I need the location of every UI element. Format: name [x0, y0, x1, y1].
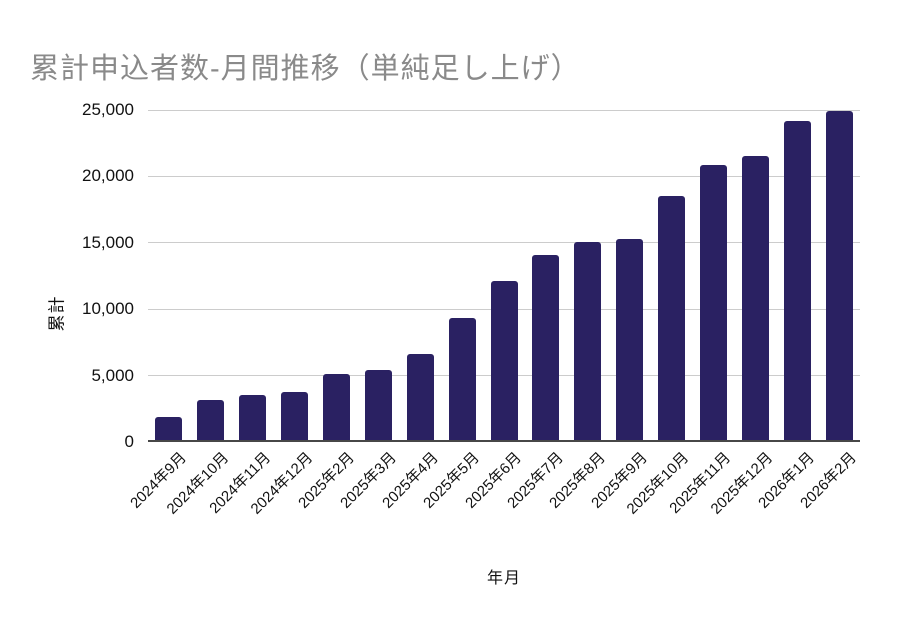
bar [825, 110, 853, 440]
bar [574, 242, 602, 440]
gridline [148, 109, 860, 111]
y-tick-label: 25,000 [82, 100, 134, 119]
y-tick-label: 10,000 [82, 299, 134, 319]
bar [783, 121, 811, 440]
bar [281, 392, 309, 440]
x-axis-tick-labels: 2024年9月 2024年10月 2024年11月 2024年12月 2025年2月 20… [127, 447, 860, 557]
bar [322, 373, 350, 440]
bar [155, 417, 183, 440]
bar [741, 155, 769, 440]
bar [364, 369, 392, 440]
bar [490, 280, 518, 440]
x-axis-title: 年月 [486, 570, 521, 587]
y-tick-label: 20,000 [82, 166, 134, 186]
plot-area [148, 109, 860, 442]
bar [197, 400, 225, 440]
bar [448, 317, 476, 440]
bar [699, 165, 727, 440]
bar [239, 394, 267, 440]
y-tick-label: 5,000 [91, 365, 134, 385]
gridline [148, 175, 860, 177]
y-tick-label: 15,000 [82, 232, 134, 252]
y-axis-tick-labels: 0 5,000 10,000 15,000 20,000 25,000 [0, 100, 140, 451]
bar [406, 353, 434, 440]
y-tick-label: 0 [124, 432, 134, 451]
bar [532, 255, 560, 440]
bar [616, 239, 644, 440]
gridline [148, 242, 860, 244]
chart-title: 累計申込者数-月間推移（単純足し上げ） [30, 53, 581, 85]
bar [658, 195, 686, 440]
